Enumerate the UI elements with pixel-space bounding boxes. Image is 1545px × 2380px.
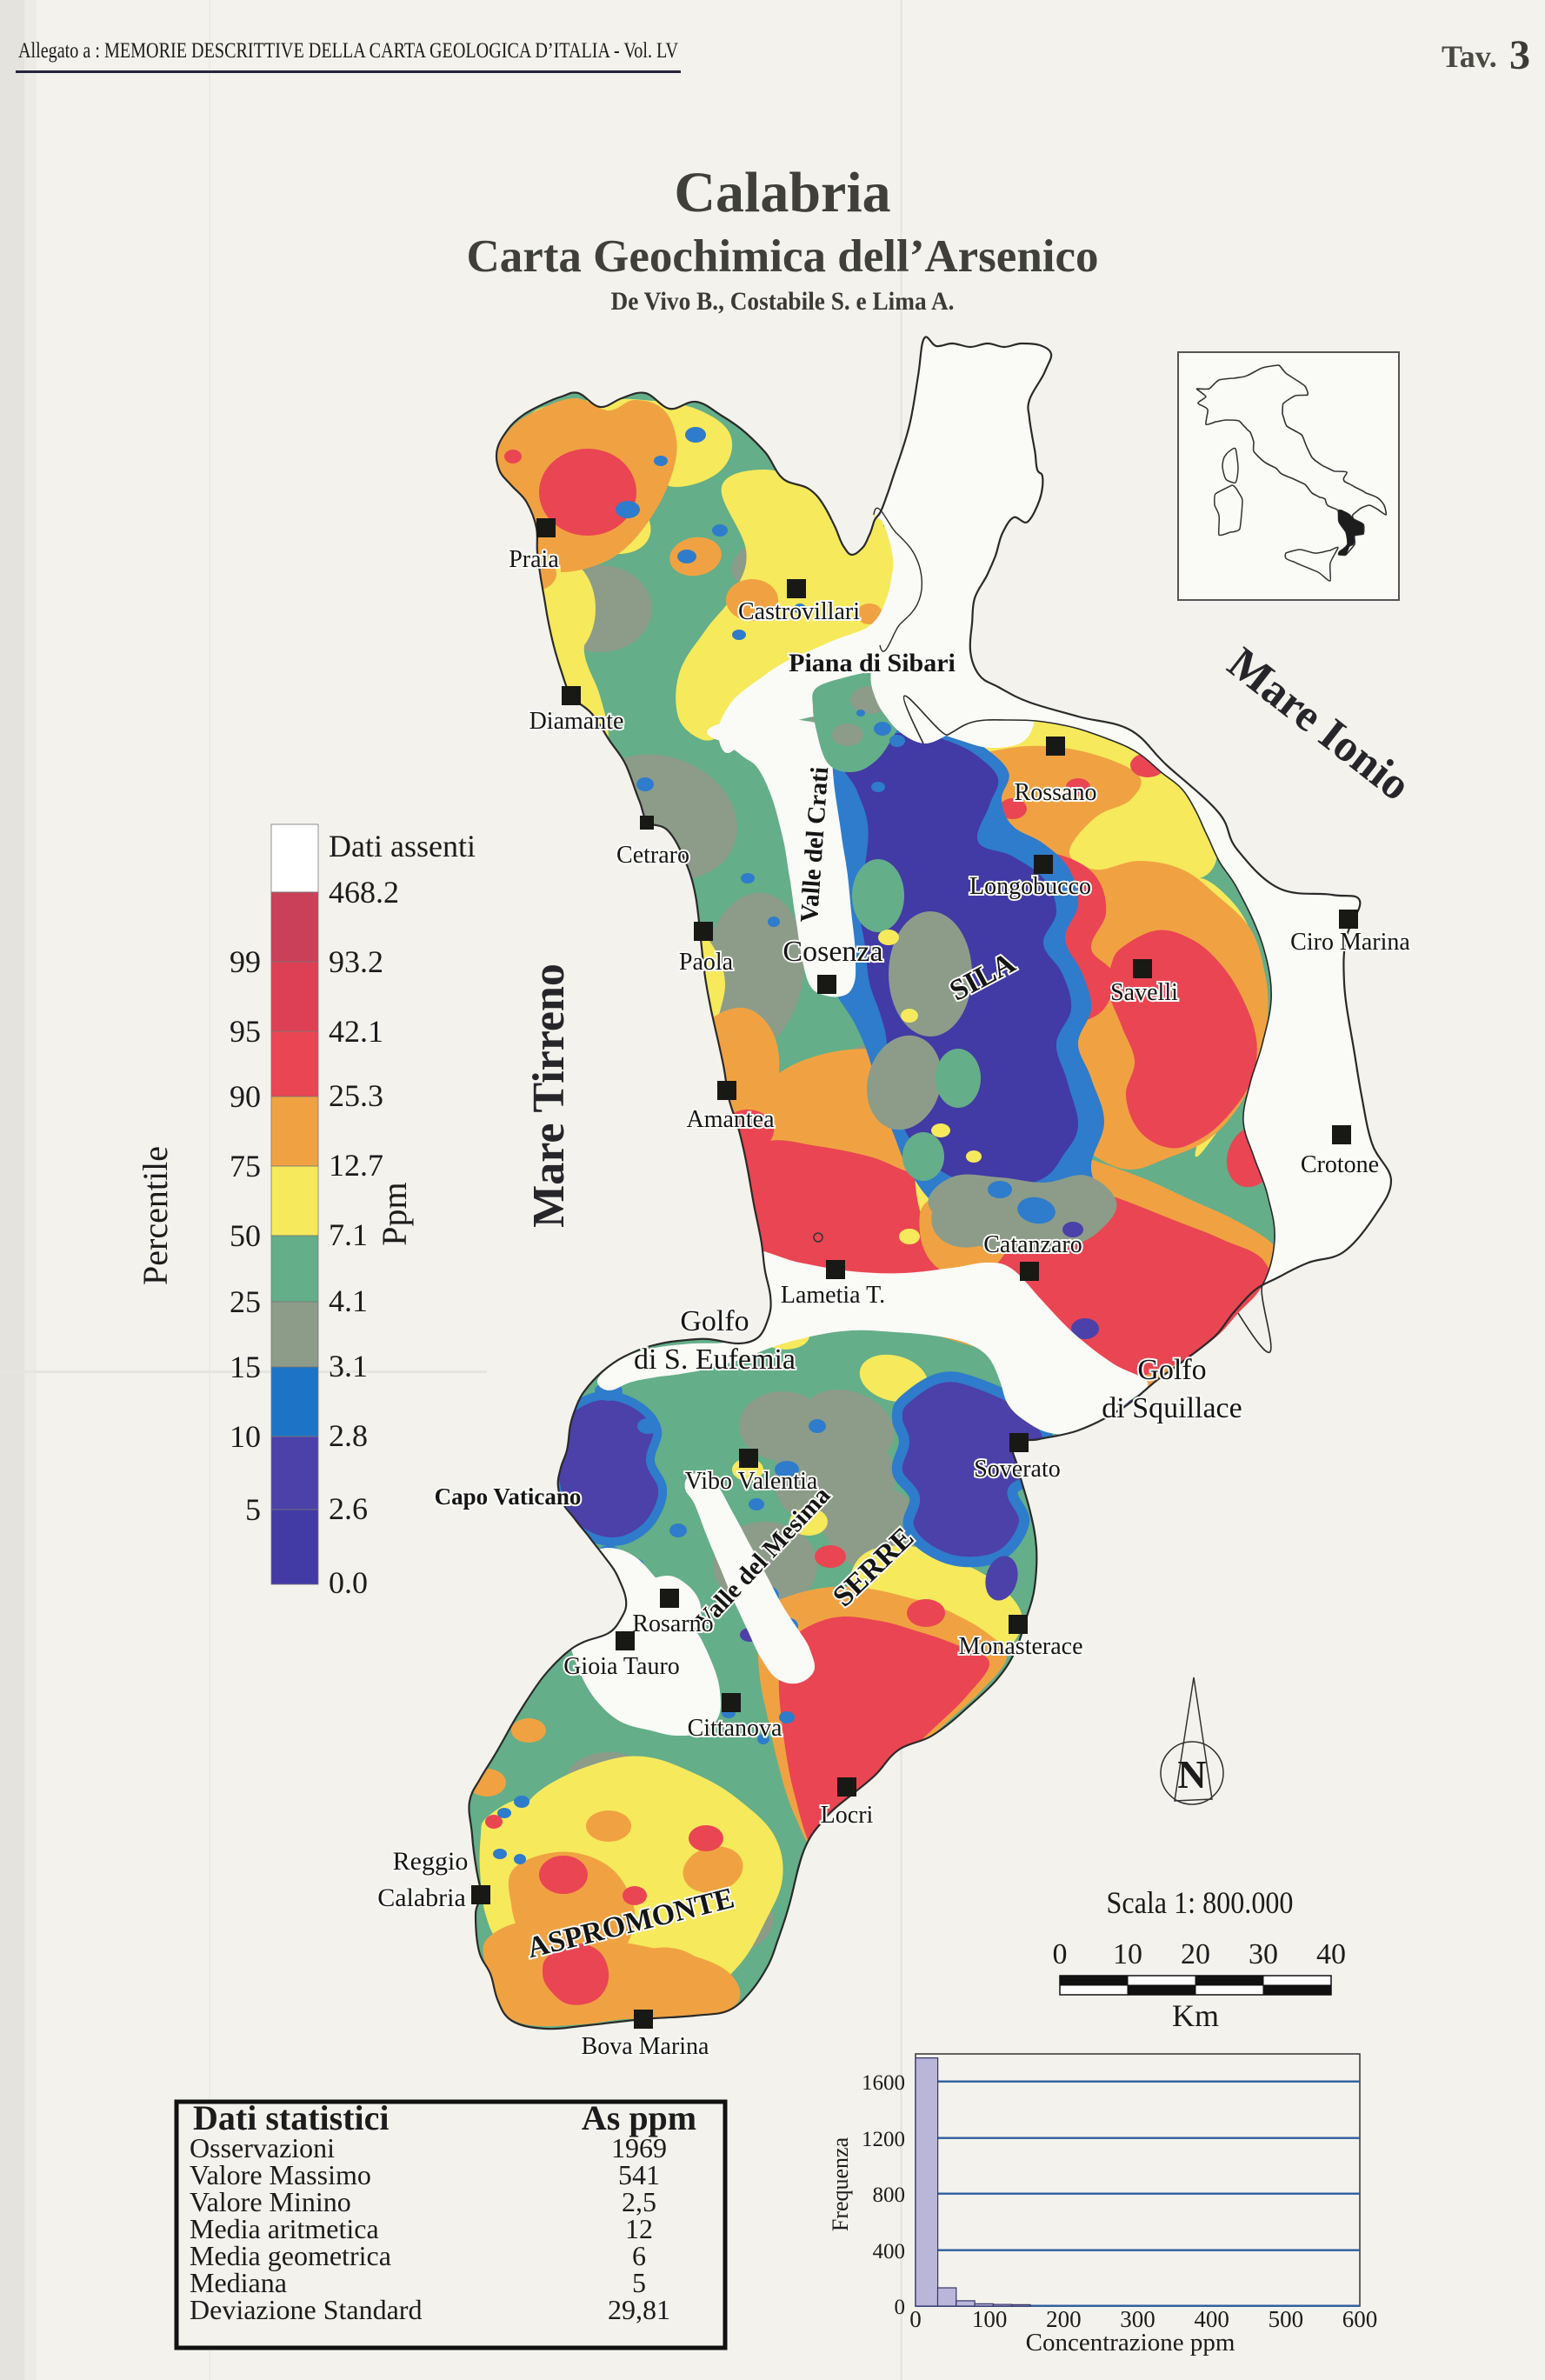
svg-text:Praia: Praia: [509, 546, 559, 573]
svg-text:Valore Minino: Valore Minino: [190, 2186, 351, 2217]
svg-text:15: 15: [230, 1350, 261, 1384]
svg-text:Calabria: Calabria: [377, 1883, 466, 1912]
svg-text:1600: 1600: [862, 2071, 905, 2095]
svg-text:Vibo Valentia: Vibo Valentia: [685, 1468, 818, 1495]
svg-text:Media geometrica: Media geometrica: [190, 2240, 391, 2271]
svg-text:Osservazioni: Osservazioni: [190, 2132, 335, 2163]
svg-text:Km: Km: [1172, 1998, 1219, 2033]
svg-text:di S. Eufemia: di S. Eufemia: [634, 1343, 796, 1376]
svg-text:5: 5: [632, 2267, 646, 2298]
svg-text:Allegato a : MEMORIE DESCRITTI: Allegato a : MEMORIE DESCRITTIVE DELLA C…: [18, 39, 678, 63]
svg-text:Bova Marina: Bova Marina: [582, 2033, 710, 2060]
svg-text:600: 600: [1342, 2306, 1378, 2332]
svg-text:Cittanova: Cittanova: [688, 1715, 782, 1742]
svg-text:Locri: Locri: [821, 1802, 874, 1829]
svg-text:Monasterace: Monasterace: [958, 1633, 1082, 1660]
svg-text:100: 100: [972, 2306, 1008, 2332]
svg-text:Soverato: Soverato: [974, 1456, 1061, 1483]
svg-text:4.1: 4.1: [329, 1283, 368, 1318]
svg-text:De Vivo B., Costabile S. e Lim: De Vivo B., Costabile S. e Lima A.: [611, 287, 955, 316]
svg-text:10: 10: [230, 1419, 261, 1454]
svg-text:500: 500: [1269, 2306, 1304, 2332]
svg-text:2.8: 2.8: [329, 1418, 368, 1453]
svg-text:Media aritmetica: Media aritmetica: [190, 2213, 379, 2244]
svg-text:42.1: 42.1: [329, 1014, 383, 1049]
svg-text:Longobucco: Longobucco: [969, 873, 1091, 900]
svg-text:400: 400: [873, 2240, 906, 2263]
svg-text:Valore Massimo: Valore Massimo: [190, 2159, 371, 2190]
svg-text:Castrovillari: Castrovillari: [738, 598, 860, 625]
svg-text:Cetraro: Cetraro: [616, 842, 689, 869]
svg-text:300: 300: [1120, 2306, 1155, 2332]
svg-text:0: 0: [1053, 1938, 1068, 1970]
svg-text:Gioia Tauro: Gioia Tauro: [563, 1653, 680, 1680]
svg-text:Tav.: Tav.: [1442, 39, 1497, 74]
svg-text:Paola: Paola: [679, 949, 734, 976]
svg-text:Concentrazione ppm: Concentrazione ppm: [1026, 2329, 1235, 2357]
svg-text:12.7: 12.7: [329, 1148, 383, 1183]
svg-text:Savelli: Savelli: [1110, 979, 1178, 1006]
svg-text:29,81: 29,81: [608, 2294, 670, 2325]
svg-text:Mediana: Mediana: [190, 2267, 287, 2298]
svg-text:Rosarno: Rosarno: [632, 1610, 713, 1637]
svg-text:Deviazione Standard: Deviazione Standard: [190, 2294, 422, 2325]
svg-text:Diamante: Diamante: [529, 708, 624, 735]
svg-text:N: N: [1177, 1752, 1206, 1797]
svg-text:Calabria: Calabria: [674, 161, 890, 224]
svg-text:93.2: 93.2: [329, 944, 383, 979]
svg-text:As ppm: As ppm: [582, 2098, 696, 2137]
svg-text:6: 6: [632, 2240, 646, 2271]
svg-text:0.0: 0.0: [329, 1565, 368, 1600]
svg-text:25: 25: [230, 1284, 261, 1319]
svg-text:7.1: 7.1: [329, 1217, 368, 1252]
svg-text:200: 200: [1046, 2306, 1082, 2332]
svg-text:Rossano: Rossano: [1015, 779, 1097, 806]
svg-text:Mare Tirreno: Mare Tirreno: [524, 963, 574, 1228]
svg-text:Golfo: Golfo: [1137, 1354, 1206, 1386]
svg-text:Capo Vaticano: Capo Vaticano: [435, 1483, 582, 1510]
svg-text:Crotone: Crotone: [1301, 1151, 1379, 1178]
svg-text:3.1: 3.1: [329, 1349, 368, 1383]
svg-text:10: 10: [1113, 1938, 1142, 1970]
svg-text:0: 0: [909, 2306, 922, 2332]
svg-text:30: 30: [1249, 1938, 1278, 1970]
svg-text:Amantea: Amantea: [686, 1106, 775, 1133]
svg-text:541: 541: [618, 2159, 660, 2190]
svg-text:Lametia T.: Lametia T.: [781, 1282, 885, 1309]
svg-text:Dati assenti: Dati assenti: [329, 829, 476, 863]
svg-text:Carta Geochimica dell’Arsenico: Carta Geochimica dell’Arsenico: [466, 231, 1098, 282]
svg-text:Ppm: Ppm: [375, 1182, 414, 1245]
svg-text:12: 12: [625, 2213, 653, 2244]
svg-text:di Squillace: di Squillace: [1102, 1392, 1242, 1424]
svg-text:2,5: 2,5: [622, 2186, 656, 2217]
svg-text:5: 5: [245, 1492, 261, 1527]
svg-text:Golfo: Golfo: [680, 1305, 749, 1337]
svg-text:Cosenza: Cosenza: [782, 936, 882, 968]
svg-text:468.2: 468.2: [329, 875, 399, 910]
svg-text:Frequenza: Frequenza: [828, 2137, 853, 2231]
svg-text:Reggio: Reggio: [393, 1847, 469, 1876]
svg-text:Scala 1: 800.000: Scala 1: 800.000: [1107, 1885, 1294, 1920]
svg-text:75: 75: [230, 1149, 261, 1183]
svg-text:1200: 1200: [862, 2128, 905, 2151]
svg-text:25.3: 25.3: [329, 1078, 383, 1113]
svg-text:Dati statistici: Dati statistici: [193, 2098, 390, 2137]
svg-text:800: 800: [873, 2183, 906, 2207]
svg-text:99: 99: [230, 944, 261, 979]
svg-text:2.6: 2.6: [329, 1491, 368, 1526]
svg-text:Ciro Marina: Ciro Marina: [1290, 929, 1410, 956]
svg-text:95: 95: [230, 1014, 261, 1049]
svg-text:50: 50: [230, 1218, 261, 1253]
svg-text:Piana di Sibari: Piana di Sibari: [789, 649, 956, 677]
svg-text:40: 40: [1316, 1938, 1346, 1970]
svg-text:0: 0: [895, 2296, 906, 2319]
svg-text:Catanzaro: Catanzaro: [983, 1231, 1082, 1258]
svg-text:90: 90: [230, 1079, 261, 1114]
svg-text:3: 3: [1509, 32, 1530, 78]
svg-text:400: 400: [1194, 2306, 1229, 2332]
svg-text:20: 20: [1181, 1938, 1210, 1970]
svg-text:Percentile: Percentile: [136, 1146, 175, 1285]
svg-text:1969: 1969: [611, 2132, 667, 2163]
